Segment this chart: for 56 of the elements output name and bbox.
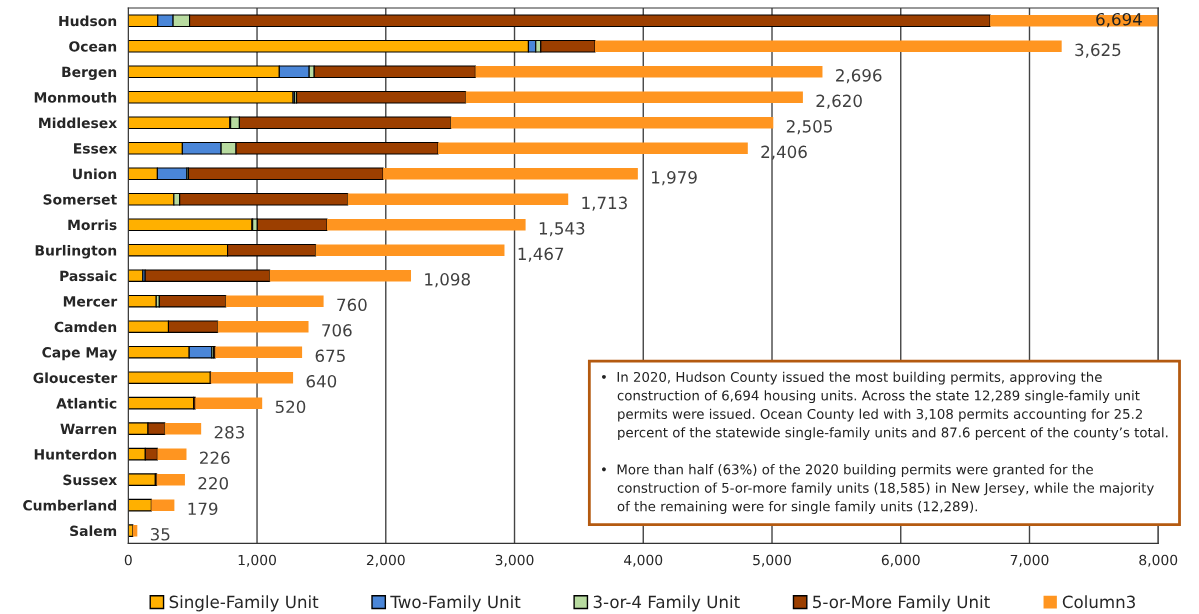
data-label: 283 — [214, 425, 244, 439]
data-label: 226 — [200, 451, 230, 465]
y-tick-label: Cape May — [42, 347, 117, 361]
y-tick-label: Morris — [68, 219, 117, 231]
data-label: 2,505 — [786, 120, 832, 135]
x-tick-label: 7,000 — [1010, 554, 1049, 567]
x-tick-label: 8,000 — [1139, 554, 1178, 567]
y-tick-label: Camden — [54, 321, 117, 333]
data-label: 640 — [306, 375, 337, 388]
y-tick-label: Bergen — [62, 66, 117, 80]
y-tick-label: Essex — [74, 143, 117, 154]
data-label: 760 — [337, 298, 367, 312]
x-tick-label: 0 — [124, 554, 132, 566]
y-tick-label: Cumberland — [23, 499, 117, 511]
y-tick-label: Mercer — [63, 296, 118, 307]
y-tick-label: Passaic — [60, 270, 117, 282]
data-label: 1,713 — [582, 196, 627, 211]
y-tick-label: Hudson — [59, 15, 117, 27]
y-tick-label: Gloucester — [33, 372, 118, 384]
x-tick-label: 3,000 — [495, 554, 534, 567]
data-label: 179 — [188, 502, 218, 516]
x-tick-label: 5,000 — [753, 554, 791, 567]
y-tick-label: Middlesex — [39, 117, 117, 129]
data-label: 220 — [198, 476, 228, 490]
legend-label: 5-or-More Family Unit — [813, 595, 990, 612]
x-tick-label: 2,000 — [366, 554, 405, 567]
data-label: 1,467 — [518, 247, 564, 262]
data-label: 706 — [322, 324, 352, 337]
y-tick-label: Atlantic — [56, 397, 117, 409]
data-label: 2,620 — [816, 94, 862, 109]
y-tick-label: Sussex — [63, 474, 117, 486]
data-label: 2,696 — [836, 69, 882, 84]
legend-label: 3-or-4 Family Unit — [593, 595, 740, 612]
data-label: 520 — [275, 400, 306, 414]
legend-label: Column3 — [1062, 595, 1135, 609]
legend-label: Two-Family Unit — [390, 595, 521, 612]
x-tick-label: 6,000 — [881, 554, 920, 567]
y-tick-label: Monmouth — [34, 91, 117, 103]
y-tick-label: Burlington — [35, 244, 117, 259]
text: • In 2020, Hudson County issued the most building permits, approving the construction of 6,694 housing units. Across the state 12,289 single-family unit permits were issued. Ocean County led with 3,108 permits accounting for 25.2 percent of the statewide single-family units and 87.6 percent of the county’s total. • More than half (63%) of the 2020 building permits were granted for the construction of 5-or-more family units (18,585) in New Jersey, while the majority of the remaining were for single family units (12,289). — [602, 371, 1168, 514]
data-label: 1,543 — [539, 222, 585, 237]
x-tick-label: 4,000 — [624, 554, 663, 567]
y-tick-label: Warren — [60, 423, 117, 435]
y-tick-label: Ocean — [69, 41, 117, 52]
data-label: 3,625 — [1075, 43, 1121, 58]
data-label: 1,979 — [652, 171, 697, 186]
legend-label: Single-Family Unit — [169, 595, 319, 612]
data-label: 35 — [150, 527, 170, 541]
annotation: 6,694 — [1096, 12, 1142, 28]
y-tick-label: Salem — [70, 525, 117, 537]
x-tick-label: 1,000 — [238, 554, 276, 567]
y-tick-label: Hunterdon — [34, 448, 117, 460]
y-tick-label: Somerset — [43, 194, 117, 205]
y-tick-label: Union — [73, 168, 117, 180]
data-label: 675 — [315, 349, 345, 363]
data-label: 1,098 — [425, 273, 470, 288]
